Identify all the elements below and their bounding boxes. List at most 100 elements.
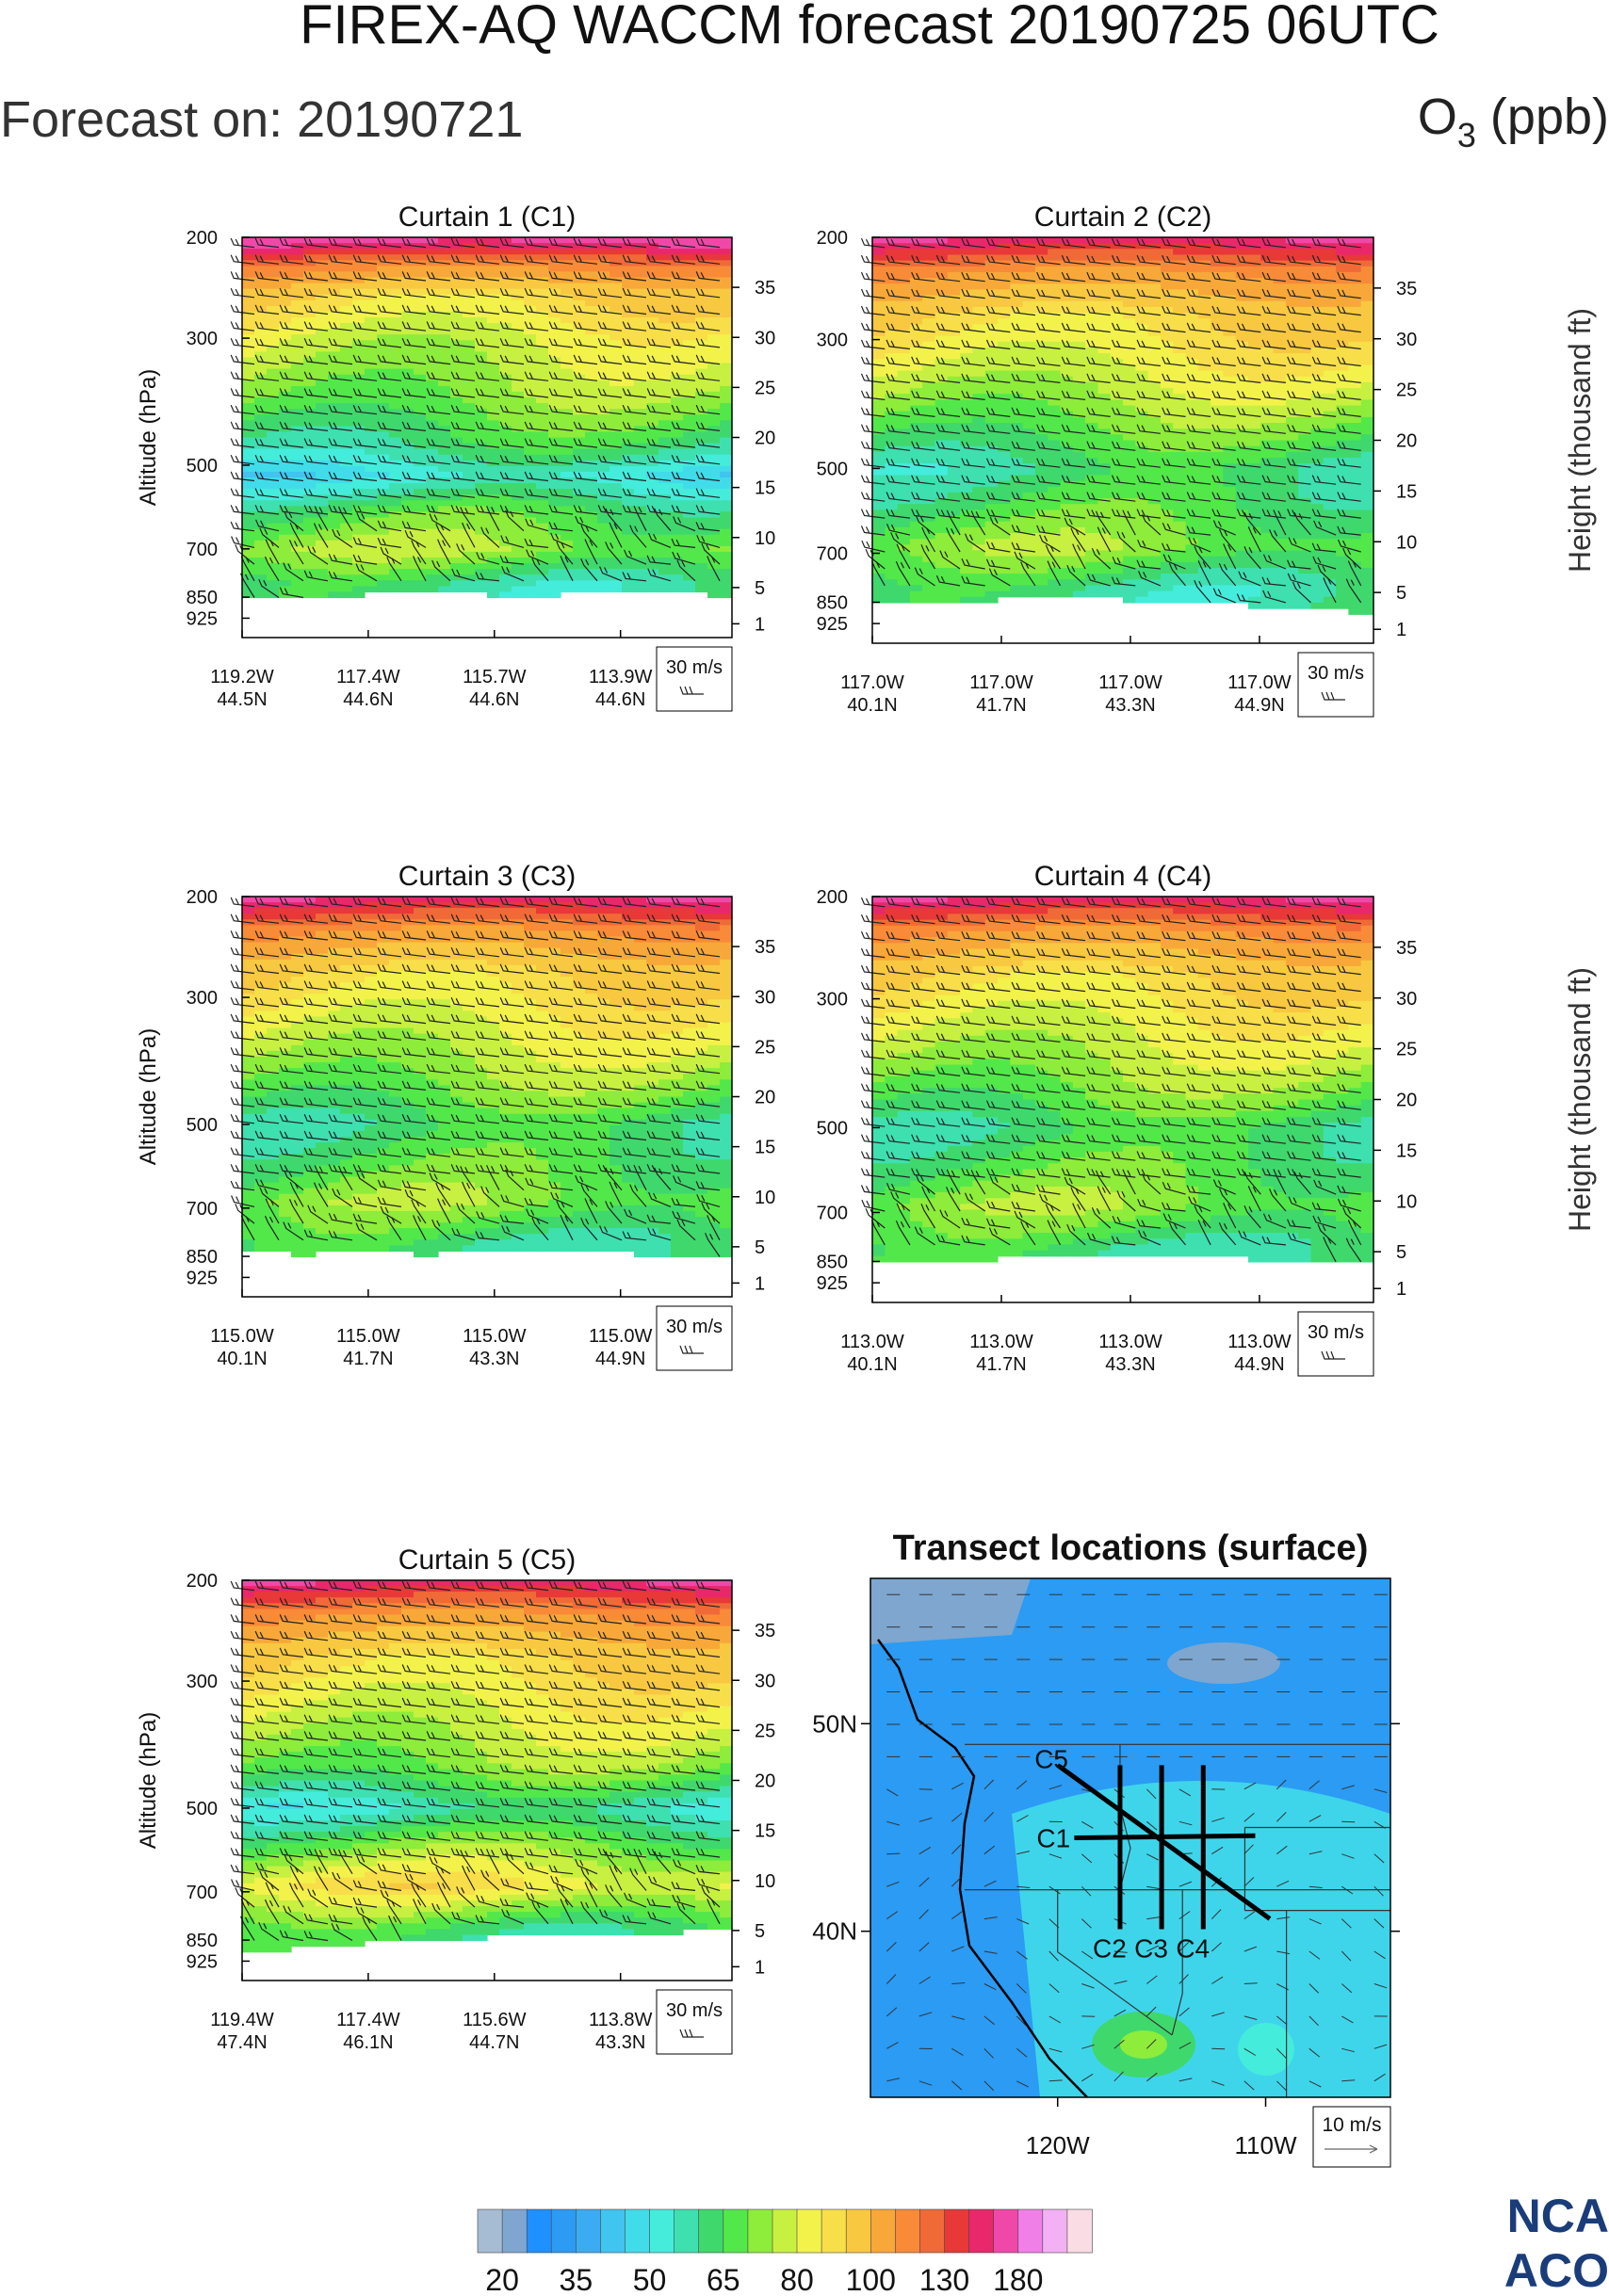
- ozone-cell: [463, 368, 476, 376]
- wind-barb: [597, 404, 623, 415]
- ozone-cell: [536, 448, 549, 456]
- ozone-cell: [984, 428, 999, 435]
- ozone-cell: [438, 288, 451, 296]
- ozone-cell: [352, 323, 366, 330]
- ozone-cell: [1085, 283, 1098, 291]
- ozone-cell: [487, 391, 500, 398]
- ozone-cell: [947, 381, 961, 389]
- ozone-cell: [984, 260, 999, 267]
- ozone-cell: [597, 305, 610, 313]
- ozone-cell: [561, 305, 574, 313]
- ozone-cell: [1135, 341, 1149, 348]
- ozone-cell: [512, 534, 525, 542]
- ozone-cell: [1097, 458, 1112, 464]
- ozone-cell: [1185, 509, 1199, 517]
- ozone-cell: [512, 397, 525, 404]
- ozone-cell: [922, 411, 936, 418]
- wind-barb: [646, 287, 672, 299]
- ozone-cell: [646, 266, 659, 273]
- ozone-cell: [872, 475, 886, 482]
- ozone-cell: [242, 266, 255, 273]
- ozone-cell: [646, 500, 659, 507]
- wind-barb: [475, 488, 500, 498]
- ozone-cell: [414, 340, 427, 347]
- ozone-cell: [1123, 341, 1136, 348]
- ozone-cell: [622, 249, 635, 255]
- ozone-cell: [450, 334, 463, 341]
- wind-barb: [328, 571, 353, 582]
- ozone-cell: [1197, 492, 1211, 499]
- ozone-cell: [1097, 475, 1112, 482]
- ozone-cell: [1185, 596, 1199, 604]
- ozone-cell: [1010, 376, 1024, 383]
- wind-barb: [279, 354, 304, 365]
- ozone-cell: [303, 414, 317, 421]
- ozone-cell: [658, 374, 672, 381]
- ozone-cell: [609, 368, 623, 376]
- wind-barb: [499, 438, 525, 448]
- ozone-cell: [683, 465, 696, 473]
- ozone-cell: [573, 477, 586, 484]
- ozone-cell: [316, 431, 329, 439]
- ozone-cell: [1260, 475, 1275, 482]
- ozone-cell: [622, 305, 635, 313]
- ozone-cell: [512, 374, 525, 381]
- ozone-cell: [609, 237, 623, 244]
- ozone-cell: [998, 266, 1011, 273]
- ozone-cell: [279, 460, 292, 467]
- ozone-cell: [646, 483, 659, 490]
- ozone-cell: [1248, 539, 1261, 545]
- ozone-cell: [1123, 348, 1136, 354]
- ozone-cell: [1135, 492, 1149, 499]
- ozone-cell: [1034, 388, 1048, 395]
- ozone-cell: [316, 294, 329, 301]
- ozone-cell: [426, 277, 439, 284]
- wind-barb: [671, 371, 696, 381]
- wind-barb: [475, 388, 500, 398]
- ozone-cell: [1034, 313, 1048, 319]
- ozone-cell: [389, 357, 402, 364]
- ozone-cell: [438, 368, 451, 376]
- wind-barb: [303, 354, 329, 365]
- ozone-cell: [1034, 324, 1048, 331]
- ozone-cell: [585, 346, 598, 353]
- wind-barb: [352, 438, 378, 448]
- wind-barb: [303, 271, 329, 282]
- wind-barb: [580, 525, 598, 548]
- ozone-cell: [1223, 550, 1237, 558]
- ozone-cell: [1135, 556, 1149, 563]
- ozone-cell: [365, 563, 378, 570]
- ozone-cell: [1110, 463, 1124, 470]
- ozone-cell: [1060, 313, 1074, 319]
- ozone-cell: [1072, 381, 1086, 389]
- wind-barb: [332, 528, 353, 548]
- ozone-cell: [1211, 313, 1224, 319]
- wind-barb: [695, 321, 721, 331]
- ozone-cell: [254, 483, 268, 490]
- ozone-cell: [1211, 249, 1224, 256]
- ozone-cell: [524, 540, 537, 547]
- wind-barb: [695, 337, 721, 348]
- ozone-cell: [658, 317, 672, 324]
- wind-barb: [597, 354, 623, 365]
- ozone-cell: [1048, 416, 1062, 424]
- ozone-cell: [548, 477, 561, 484]
- ozone-cell: [499, 323, 512, 330]
- ozone-cell: [352, 483, 366, 490]
- wind-barb: [597, 321, 623, 331]
- ozone-cell: [1248, 359, 1261, 366]
- ozone-cell: [450, 357, 463, 364]
- ozone-cell: [707, 340, 721, 347]
- ozone-cell: [254, 288, 268, 296]
- ozone-cell: [438, 397, 451, 404]
- ozone-cell: [585, 534, 598, 542]
- ozone-cell: [548, 586, 561, 593]
- wind-barb: [401, 488, 427, 498]
- ozone-cell: [1173, 300, 1187, 308]
- ozone-cell: [972, 585, 986, 592]
- ozone-cell: [463, 363, 476, 370]
- ozone-cell: [646, 294, 659, 301]
- ozone-cell: [683, 266, 696, 273]
- ozone-cell: [1060, 561, 1074, 569]
- ozone-cell: [1060, 550, 1074, 558]
